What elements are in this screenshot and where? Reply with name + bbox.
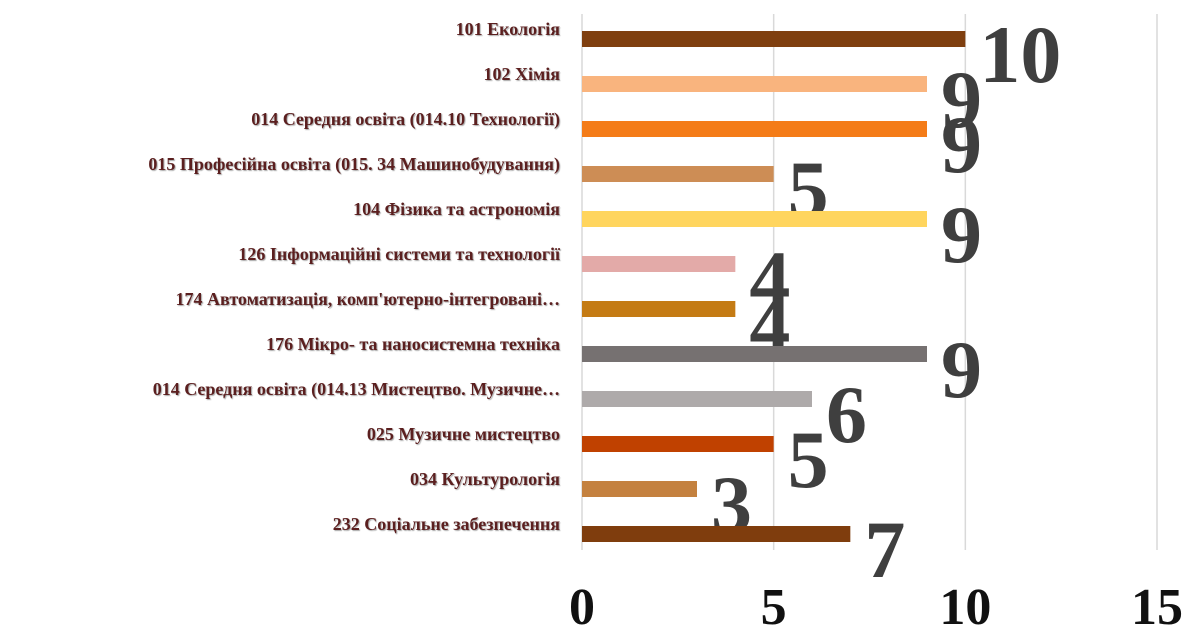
bar: [582, 76, 927, 92]
value-label: 6: [826, 369, 867, 460]
value-label: 9: [941, 324, 982, 415]
bar: [582, 526, 851, 542]
bar: [582, 256, 736, 272]
category-label: 015 Професійна освіта (015. 34 Машинобуд…: [148, 154, 560, 175]
value-label: 9: [941, 189, 982, 280]
category-label: 174 Автоматизація, комп'ютерно-інтегрова…: [176, 289, 560, 309]
value-label: 9: [941, 99, 982, 190]
bar: [582, 166, 774, 182]
category-label: 232 Соціальне забезпечення: [333, 514, 561, 534]
category-label: 025 Музичне мистецтво: [367, 424, 560, 444]
bar: [582, 391, 812, 407]
category-label: 176 Мікро- та наносистемна техніка: [266, 334, 560, 354]
category-label: 104 Фізика та астрономія: [353, 199, 560, 219]
bar: [582, 121, 927, 137]
x-tick-label: 5: [761, 579, 787, 634]
value-label: 9: [941, 54, 982, 145]
value-label: 10: [979, 9, 1061, 100]
x-tick-label: 0: [569, 579, 595, 634]
bar: [582, 436, 774, 452]
bar: [582, 481, 697, 497]
value-label: 4: [749, 234, 790, 325]
bar: [582, 211, 927, 227]
category-label: 101 Екологія: [456, 19, 561, 39]
category-label: 014 Середня освіта (014.10 Технології): [251, 109, 560, 130]
bar: [582, 301, 736, 317]
value-label: 7: [864, 504, 905, 595]
category-label: 102 Хімія: [484, 64, 561, 84]
bar: [582, 31, 966, 47]
value-label: 5: [788, 414, 829, 505]
category-label: 126 Інформаційні системи та технології: [238, 244, 561, 264]
bar: [582, 346, 927, 362]
x-tick-label: 10: [939, 579, 991, 634]
x-tick-label: 15: [1131, 579, 1183, 634]
category-label: 014 Середня освіта (014.13 Мистецтво. Му…: [153, 379, 560, 400]
category-label: 034 Культурологія: [410, 469, 560, 489]
